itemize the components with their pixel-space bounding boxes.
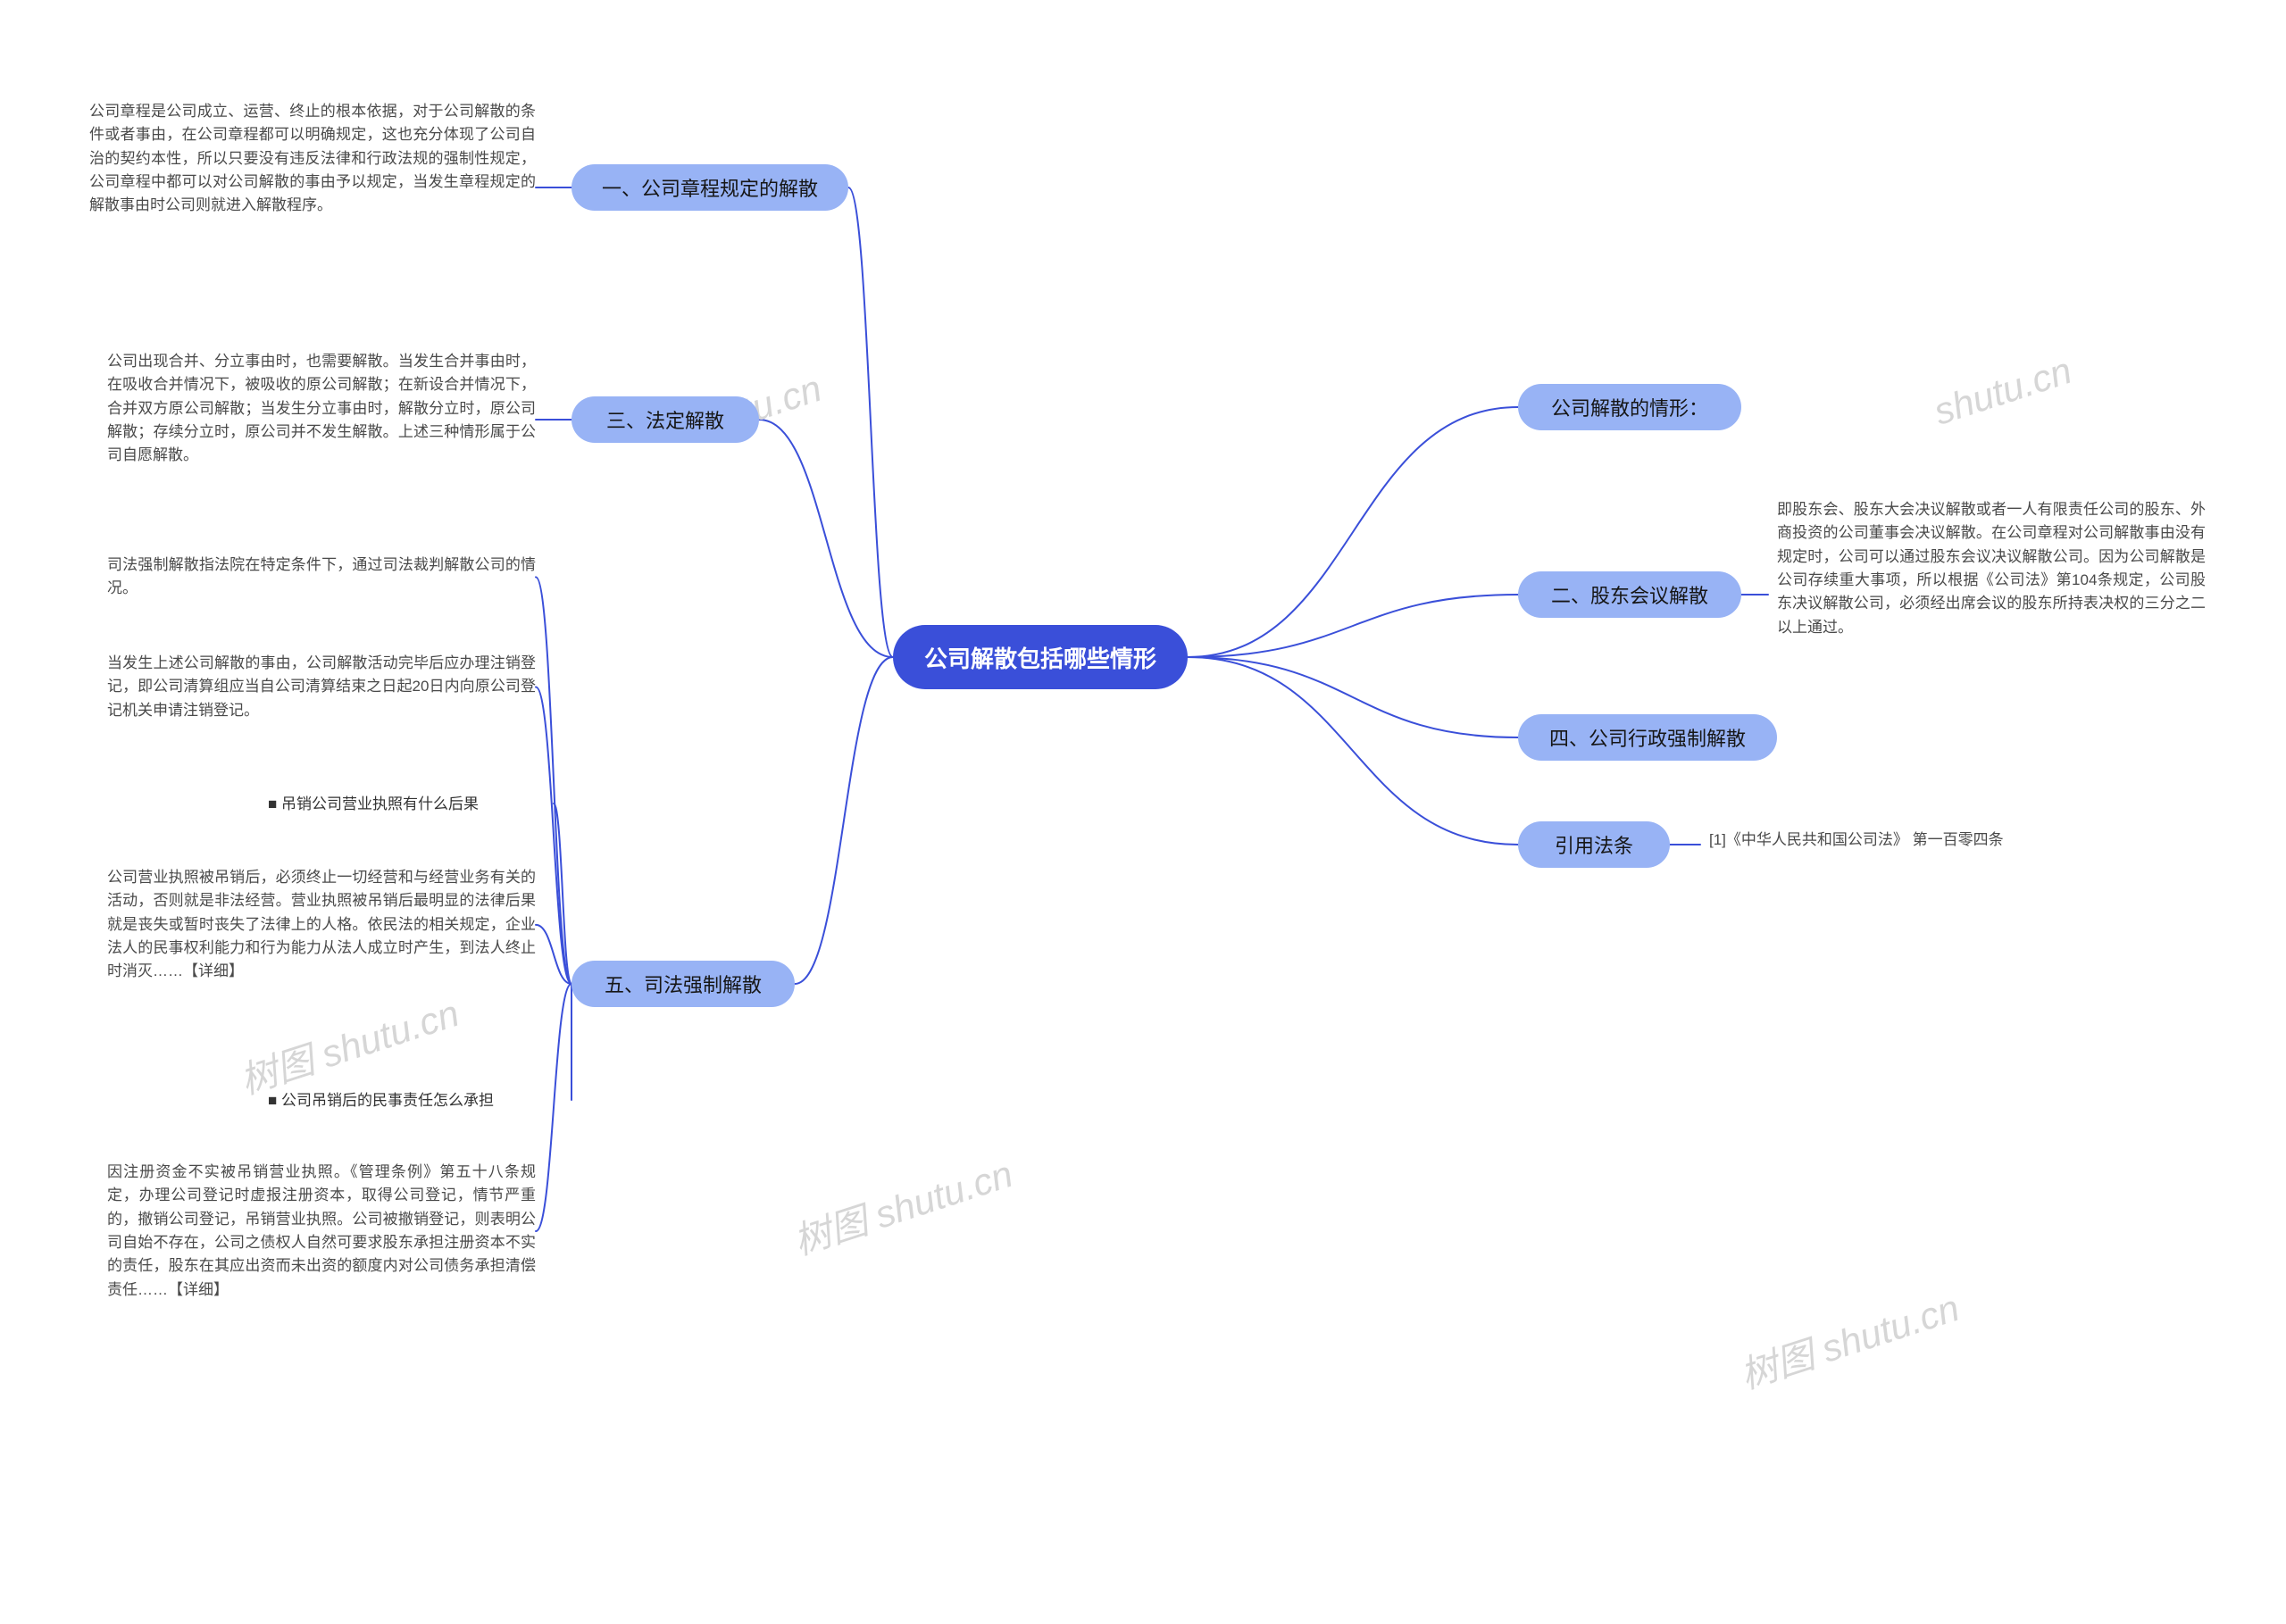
watermark: 树图 shutu.cn — [232, 983, 465, 1105]
branch-node-b4: 四、公司行政强制解散 — [1518, 714, 1777, 761]
branch-label: 二、股东会议解散 — [1551, 580, 1708, 609]
center-node-label: 公司解散包括哪些情形 — [924, 641, 1156, 674]
branch-node-b_law: 引用法条 — [1518, 821, 1670, 868]
branch-node-b2: 二、股东会议解散 — [1518, 571, 1741, 618]
branch-node-b_qx: 公司解散的情形： — [1518, 384, 1741, 430]
center-node: 公司解散包括哪些情形 — [893, 625, 1188, 689]
branch-desc-b2: 即股东会、股东大会决议解散或者一人有限责任公司的股东、外商投资的公司董事会决议解… — [1777, 498, 2206, 639]
sub-desc-b5-1: 当发生上述公司解散的事由，公司解散活动完毕后应办理注销登记，即公司清算组应当自公… — [107, 652, 536, 722]
branch-node-b5: 五、司法强制解散 — [572, 961, 795, 1007]
branch-desc-b1: 公司章程是公司成立、运营、终止的根本依据，对于公司解散的条件或者事由，在公司章程… — [89, 100, 536, 218]
sub-bullet-b5-2: 吊销公司营业执照有什么后果 — [268, 793, 554, 816]
sub-desc-b5-5: 因注册资金不实被吊销营业执照。《管理条例》第五十八条规定，办理公司登记时虚报注册… — [107, 1161, 536, 1302]
branch-label: 引用法条 — [1555, 830, 1633, 859]
branch-desc-b3: 公司出现合并、分立事由时，也需要解散。当发生合并事由时，在吸收合并情况下，被吸收… — [107, 350, 536, 468]
branch-desc-b_law: [1]《中华人民共和国公司法》 第一百零四条 — [1709, 829, 2138, 852]
watermark: 树图 shutu.cn — [1732, 1278, 1965, 1400]
watermark: shutu.cn — [1929, 349, 2077, 434]
sub-desc-b5-3: 公司营业执照被吊销后，必须终止一切经营和与经营业务有关的活动，否则就是非法经营。… — [107, 866, 536, 984]
branch-label: 五、司法强制解散 — [605, 970, 762, 998]
branch-label: 四、公司行政强制解散 — [1549, 723, 1746, 752]
branch-node-b3: 三、法定解散 — [572, 396, 759, 443]
sub-bullet-b5-4: 公司吊销后的民事责任怎么承担 — [268, 1089, 572, 1112]
branch-label: 公司解散的情形： — [1551, 393, 1708, 421]
sub-desc-b5-0: 司法强制解散指法院在特定条件下，通过司法裁判解散公司的情况。 — [107, 554, 536, 601]
branch-label: 一、公司章程规定的解散 — [602, 173, 818, 202]
branch-label: 三、法定解散 — [606, 405, 724, 434]
branch-node-b1: 一、公司章程规定的解散 — [572, 164, 848, 211]
watermark: 树图 shutu.cn — [786, 1144, 1019, 1266]
